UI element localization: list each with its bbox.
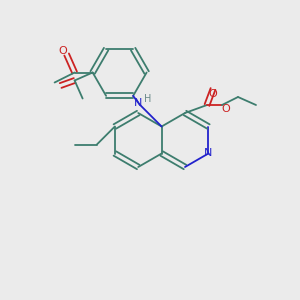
Text: O: O xyxy=(208,89,217,99)
Text: N: N xyxy=(134,98,142,107)
Text: H: H xyxy=(144,94,151,103)
Text: N: N xyxy=(204,148,213,158)
Text: O: O xyxy=(222,104,230,114)
Text: O: O xyxy=(58,46,67,56)
